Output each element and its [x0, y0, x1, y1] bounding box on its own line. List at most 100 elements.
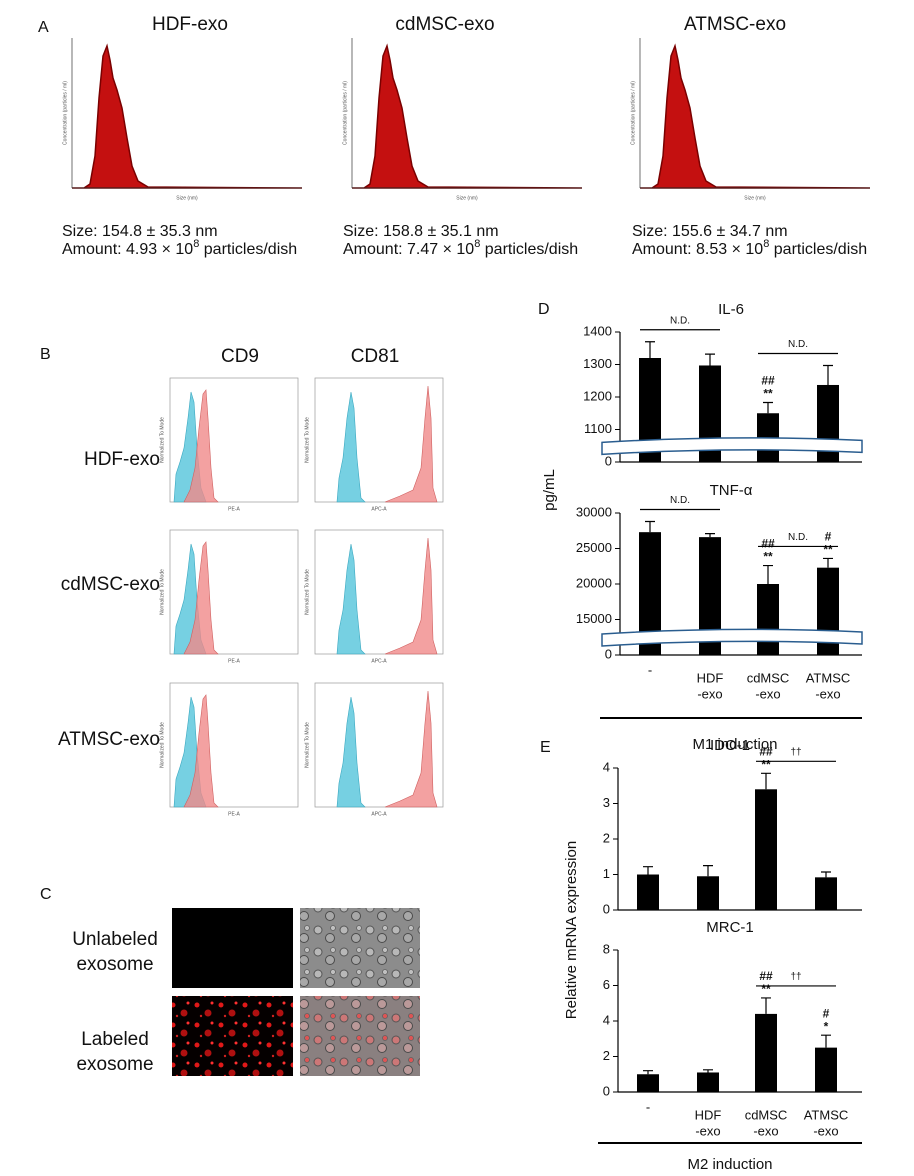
- row-label: exosome: [76, 1054, 153, 1075]
- row-label: Labeled: [81, 1029, 149, 1050]
- amount-prefix: Amount: 4.93 × 10: [62, 241, 193, 258]
- significance-mark: ##: [761, 537, 775, 551]
- bar: [815, 877, 837, 910]
- bar: [697, 1072, 719, 1092]
- error-bar: [821, 1034, 831, 1048]
- x-tick-label: cdMSC: [747, 670, 790, 685]
- error-bar: [705, 532, 715, 538]
- error-bar: [763, 401, 773, 414]
- panel-label: A: [38, 19, 49, 36]
- y-axis-label: Normalized To Mode: [304, 722, 310, 768]
- amount-prefix: Amount: 7.47 × 10: [343, 241, 474, 258]
- chart-title: TNF-α: [710, 482, 753, 499]
- bar: [637, 1074, 659, 1092]
- flow-histogram: Normalized To Mode APC-A: [304, 529, 444, 664]
- y-tick-label: 8: [603, 941, 610, 956]
- sample-title: HDF-exo: [152, 14, 228, 35]
- group-label: M2 induction: [687, 1156, 772, 1173]
- y-axis-label: Concentration (particles / ml): [630, 81, 636, 145]
- y-tick-label: 1200: [583, 388, 612, 403]
- y-axis-label: Normalized To Mode: [159, 569, 165, 615]
- bracket-label: ††: [790, 972, 801, 983]
- y-tick-label: 3: [603, 795, 610, 810]
- x-tick-label: HDF: [697, 670, 724, 685]
- panel-label: E: [540, 739, 551, 756]
- x-axis-label: PE-A: [228, 811, 240, 817]
- x-tick-label: -exo: [813, 1123, 838, 1138]
- row-label: exosome: [76, 954, 153, 975]
- size-distribution: [351, 45, 583, 189]
- image-labeled-merge: [300, 996, 420, 1076]
- nta-plot: Size (nm) Concentration (particles / ml): [342, 38, 583, 201]
- error-bar: [703, 1069, 713, 1073]
- x-tick-label: cdMSC: [745, 1107, 788, 1122]
- y-tick-label: 25000: [576, 540, 612, 555]
- x-axis-label: Size (nm): [176, 195, 198, 201]
- y-tick-label: 2: [603, 1048, 610, 1063]
- y-tick-label: 30000: [576, 504, 612, 519]
- flow-histogram: Normalized To Mode PE-A: [159, 377, 299, 512]
- size-text: Size: 154.8 ± 35.3 nm: [62, 223, 218, 240]
- y-tick-label: 15000: [576, 611, 612, 626]
- y-axis-label: Concentration (particles / ml): [62, 81, 68, 145]
- sample-title: cdMSC-exo: [395, 14, 494, 35]
- error-bar: [643, 866, 653, 875]
- y-tick-label: 2: [603, 830, 610, 845]
- size-distribution: [71, 45, 303, 189]
- chart-title: MRC-1: [706, 919, 754, 936]
- error-bar: [763, 564, 773, 584]
- x-axis-label: PE-A: [228, 658, 240, 664]
- image-unlabeled-brightfield: [300, 908, 420, 988]
- group-label: M1 induction: [692, 736, 777, 753]
- significance-mark: **: [763, 550, 773, 564]
- y-tick-label: 20000: [576, 575, 612, 590]
- error-bar: [645, 341, 655, 358]
- plot-frame: [314, 529, 444, 655]
- size-distribution: [639, 45, 871, 189]
- y-axis-label: Normalized To Mode: [159, 417, 165, 463]
- x-tick-label: -exo: [815, 686, 840, 701]
- x-tick-label: -: [648, 662, 652, 677]
- bar: [697, 876, 719, 910]
- x-tick-label: -exo: [755, 686, 780, 701]
- y-tick-label: 6: [603, 977, 610, 992]
- significance-mark: ##: [759, 744, 773, 758]
- significance-mark: **: [763, 387, 773, 401]
- error-bar: [821, 871, 831, 878]
- significance-mark: #: [823, 1006, 830, 1020]
- amount-exponent: 8: [193, 238, 199, 250]
- row-label: Unlabeled: [72, 929, 158, 950]
- y-tick-label: 0: [605, 646, 612, 661]
- x-axis-label: Size (nm): [456, 195, 478, 201]
- y-tick-label: 1400: [583, 323, 612, 338]
- x-axis-label: APC-A: [371, 506, 387, 512]
- panel-a: HDF-exo Size (nm) Concentration (particles…: [62, 14, 871, 258]
- nta-plot: Size (nm) Concentration (particles / ml): [62, 38, 303, 201]
- significance-mark: **: [761, 757, 771, 771]
- bracket-label: N.D.: [670, 315, 690, 326]
- y-tick-label: 1: [603, 866, 610, 881]
- error-bar: [823, 364, 833, 385]
- amount-text: Amount: 4.93 × 108 particles/dish: [62, 238, 297, 258]
- amount-suffix: particles/dish: [199, 241, 297, 258]
- x-axis-label: APC-A: [371, 658, 387, 664]
- bar: [755, 789, 777, 910]
- panel-label: B: [40, 346, 51, 363]
- error-bar: [645, 520, 655, 533]
- bar: [637, 874, 659, 910]
- y-tick-label: 1100: [584, 421, 612, 436]
- bracket-label: N.D.: [788, 339, 808, 350]
- row-label: HDF-exo: [84, 449, 160, 470]
- panel-label: C: [40, 886, 52, 903]
- column-label: CD9: [221, 346, 259, 367]
- error-bar: [705, 353, 715, 366]
- bar-charts: IL-601100120013001400##**N.D.N.D.TNF-α01…: [576, 301, 863, 1138]
- error-bar: [761, 772, 771, 790]
- bar: [755, 1013, 777, 1092]
- x-axis-label: Size (nm): [744, 195, 766, 201]
- significance-mark: #: [825, 530, 832, 544]
- flow-histogram: Normalized To Mode APC-A: [304, 377, 444, 512]
- x-tick-label: -exo: [753, 1123, 778, 1138]
- image-labeled-fluorescence: [172, 996, 293, 1076]
